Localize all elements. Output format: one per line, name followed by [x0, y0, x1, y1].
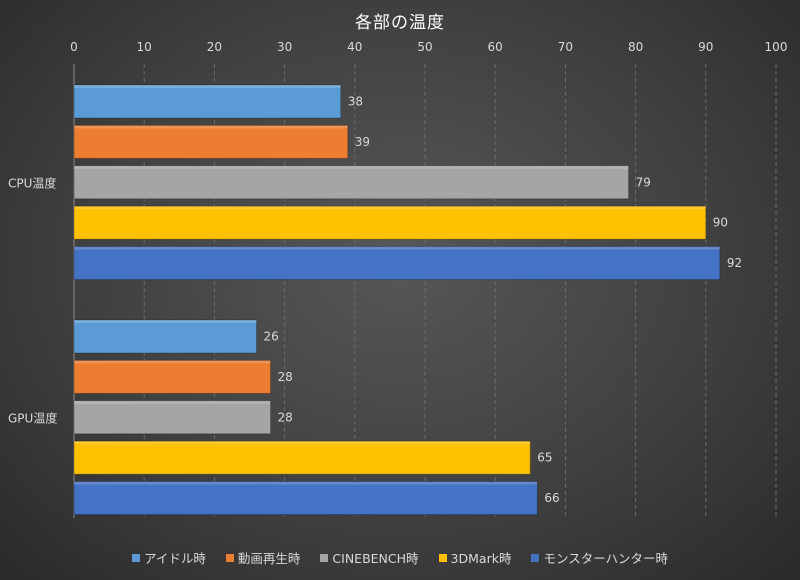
x-tick-label: 40: [347, 40, 362, 54]
data-label: 92: [727, 256, 742, 270]
bar: [73, 205, 707, 240]
bar: [73, 124, 349, 159]
data-label: 28: [278, 370, 293, 384]
legend-item: CINEBENCH時: [320, 548, 419, 567]
bar-highlight: [74, 85, 341, 88]
x-tick-label: 80: [628, 40, 643, 54]
data-label: 39: [355, 135, 370, 149]
legend-label: CINEBENCH時: [332, 551, 419, 566]
x-tick-label: 10: [137, 40, 152, 54]
legend-item: 3DMark時: [438, 548, 512, 567]
bar-highlight: [74, 441, 531, 445]
bar-highlight: [74, 125, 348, 129]
legend: アイドル時 動画再生時 CINEBENCH時 3DMark時 モンスターハンター時: [0, 548, 800, 567]
bar-highlight: [74, 246, 720, 250]
x-tick-label: 100: [765, 40, 788, 54]
bar: [73, 165, 630, 200]
x-tick-label: 60: [488, 40, 503, 54]
bar: [73, 246, 721, 281]
legend-swatch: [320, 553, 329, 562]
x-tick-label: 70: [558, 40, 573, 54]
legend-item: アイドル時: [132, 548, 206, 567]
bar-highlight: [74, 206, 706, 210]
legend-swatch: [438, 553, 447, 562]
category-label: GPU温度: [8, 410, 57, 425]
bar: [73, 84, 342, 119]
data-label: 28: [278, 410, 293, 424]
bar-highlight: [74, 320, 257, 323]
legend-swatch: [531, 553, 540, 562]
legend-label: モンスターハンター時: [543, 551, 668, 566]
data-label: 38: [348, 95, 363, 109]
chart-title: 各部の温度: [355, 13, 445, 33]
data-label: 90: [713, 216, 728, 230]
data-label: 66: [544, 491, 559, 505]
bar-highlight: [74, 400, 271, 404]
data-label: 65: [537, 451, 552, 465]
x-tick-label: 20: [207, 40, 222, 54]
bar: [73, 440, 531, 475]
data-label: 26: [264, 330, 279, 344]
data-label: 79: [636, 175, 651, 189]
bar-highlight: [74, 360, 271, 364]
x-tick-label: 50: [417, 40, 432, 54]
bar-highlight: [74, 481, 538, 485]
x-tick-label: 90: [698, 40, 713, 54]
legend-label: アイドル時: [144, 551, 206, 566]
bar: [73, 359, 272, 394]
bar: [73, 481, 538, 516]
x-tick-label: 30: [277, 40, 292, 54]
legend-label: 3DMark時: [450, 551, 512, 566]
legend-swatch: [225, 553, 234, 562]
bar-highlight: [74, 165, 629, 169]
legend-item: モンスターハンター時: [531, 548, 668, 567]
category-label: CPU温度: [8, 175, 56, 190]
x-tick-label: 0: [70, 40, 78, 54]
legend-swatch: [132, 553, 141, 562]
bar: [73, 400, 272, 435]
bar: [73, 319, 258, 354]
legend-label: 動画再生時: [237, 551, 301, 566]
legend-item: 動画再生時: [225, 548, 301, 567]
